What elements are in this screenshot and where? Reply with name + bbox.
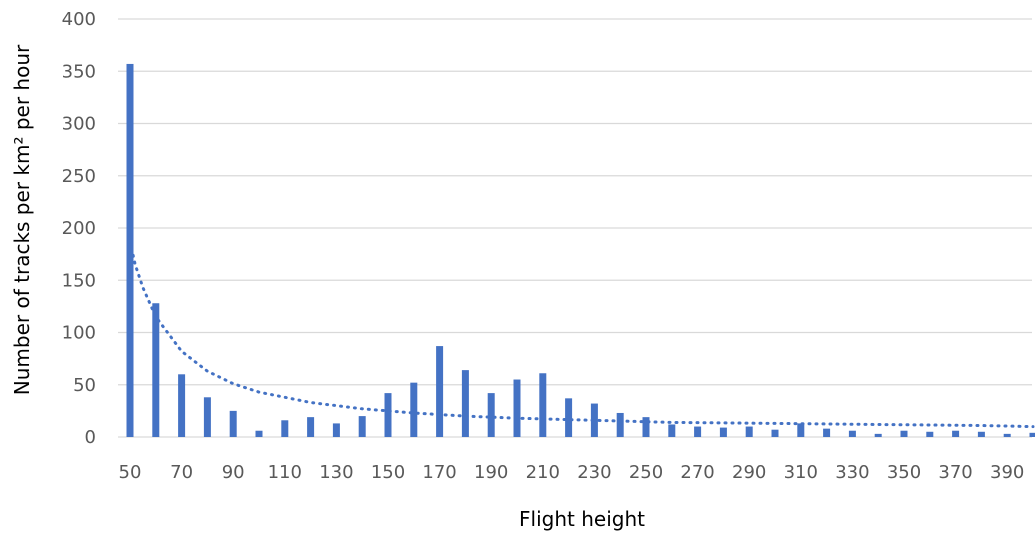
bar	[461, 370, 469, 437]
x-tick-label: 350	[887, 462, 921, 483]
bar	[1029, 432, 1035, 437]
x-tick-label: 70	[170, 462, 193, 483]
bar	[229, 410, 237, 437]
bar	[203, 397, 211, 437]
bar	[642, 417, 650, 437]
x-tick-label: 210	[526, 462, 560, 483]
bar	[874, 433, 882, 437]
bar	[126, 63, 134, 438]
bar	[616, 412, 624, 437]
bar	[1003, 433, 1011, 437]
bar	[358, 416, 366, 437]
x-tick-label: 250	[629, 462, 663, 483]
x-axis-title: Flight height	[519, 507, 645, 531]
bar	[281, 420, 289, 437]
y-tick-label: 50	[73, 375, 96, 396]
bar	[668, 424, 676, 437]
bar	[952, 430, 960, 437]
y-tick-labels: 0 50 100 150 200 250 300 350 400	[62, 9, 96, 448]
x-tick-label: 150	[371, 462, 405, 483]
gridlines	[118, 18, 1032, 438]
y-tick-label: 400	[62, 9, 96, 30]
bar	[926, 431, 934, 437]
bar	[565, 398, 573, 437]
y-tick-label: 250	[62, 166, 96, 187]
bar	[771, 429, 779, 437]
y-tick-label: 150	[62, 270, 96, 291]
y-tick-label: 0	[85, 427, 96, 448]
y-tick-label: 200	[62, 218, 96, 239]
bar	[719, 427, 727, 437]
x-tick-label: 370	[938, 462, 972, 483]
x-tick-label: 110	[268, 462, 302, 483]
bars	[126, 63, 1035, 438]
x-tick-label: 390	[990, 462, 1024, 483]
bar	[900, 430, 908, 437]
bar	[436, 346, 444, 437]
y-tick-label: 350	[62, 61, 96, 82]
bar	[384, 393, 392, 437]
bar	[178, 374, 186, 437]
x-tick-label: 50	[119, 462, 142, 483]
x-tick-label: 130	[319, 462, 353, 483]
bar	[977, 431, 985, 437]
trendline	[128, 240, 1035, 429]
bar	[848, 430, 856, 437]
bar	[410, 382, 418, 437]
bar	[539, 373, 547, 437]
y-tick-label: 100	[62, 323, 96, 344]
bar	[255, 430, 263, 437]
bar	[513, 379, 521, 437]
bar	[332, 423, 340, 437]
bar	[745, 426, 753, 437]
x-tick-labels: 50 70 90 110 130 150 170 190 210 230 250 270 290 310 3…	[119, 462, 1025, 483]
bar	[694, 426, 702, 437]
bar	[307, 417, 315, 437]
bar	[823, 428, 831, 437]
bar	[152, 303, 160, 437]
x-tick-label: 270	[680, 462, 714, 483]
y-axis-title: Number of tracks per km² per hour	[10, 44, 34, 395]
y-tick-label: 300	[62, 114, 96, 135]
x-tick-label: 190	[474, 462, 508, 483]
x-tick-label: 290	[732, 462, 766, 483]
bar	[487, 393, 495, 437]
x-tick-label: 330	[835, 462, 869, 483]
x-tick-label: 310	[784, 462, 818, 483]
x-tick-label: 90	[222, 462, 245, 483]
x-tick-label: 170	[422, 462, 456, 483]
bar	[797, 423, 805, 437]
x-tick-label: 230	[577, 462, 611, 483]
